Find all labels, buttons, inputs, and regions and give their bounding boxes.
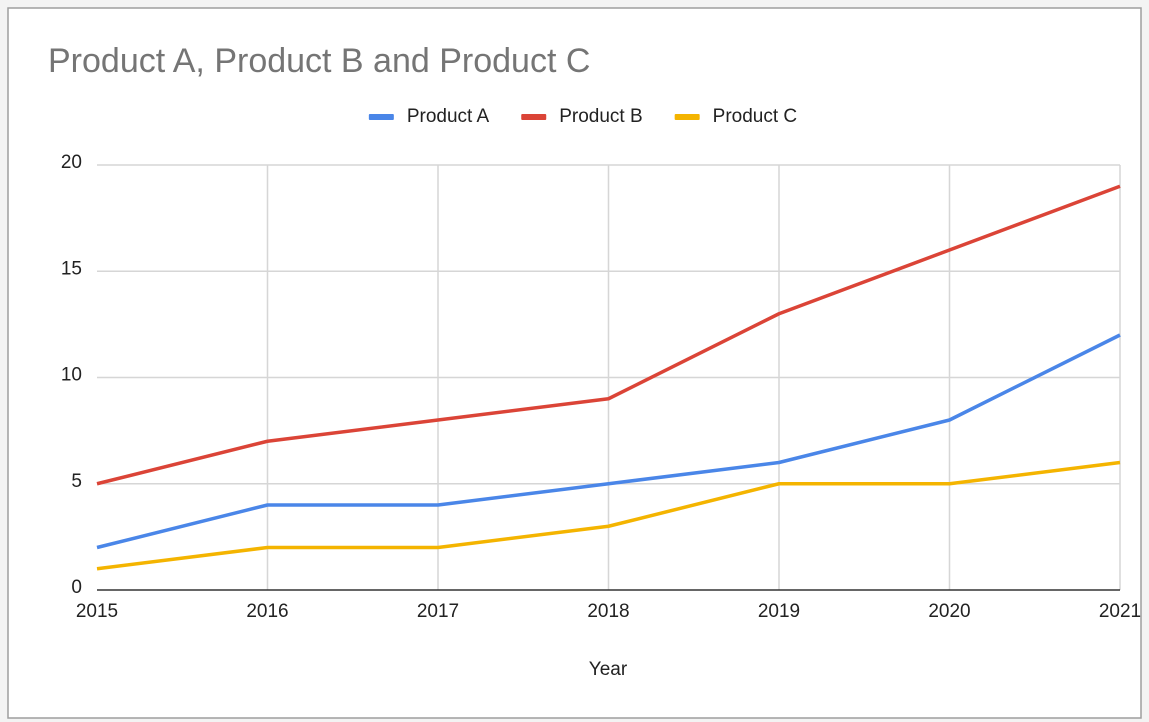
legend-swatch <box>674 114 700 120</box>
x-tick-label: 2017 <box>417 601 459 622</box>
x-axis-label: Year <box>589 659 628 680</box>
x-tick-label: 2019 <box>758 601 800 622</box>
y-tick-label: 20 <box>61 152 82 173</box>
legend-label: Product B <box>559 106 642 127</box>
x-tick-label: 2015 <box>76 601 118 622</box>
series-line <box>96 333 1121 550</box>
chart-title: Product A, Product B and Product C <box>48 42 590 80</box>
y-tick-label: 15 <box>61 258 82 279</box>
series-line <box>96 460 1121 571</box>
y-tick-label: 10 <box>61 365 82 386</box>
x-tick-label: 2018 <box>587 601 629 622</box>
x-tick-label: 2021 <box>1099 601 1141 622</box>
chart-frame <box>7 7 1142 719</box>
x-tick-label: 2016 <box>246 601 288 622</box>
legend-label: Product A <box>407 106 490 127</box>
series-line <box>96 184 1121 486</box>
x-tick-label: 2020 <box>928 601 970 622</box>
legend-swatch <box>521 114 547 120</box>
y-tick-label: 5 <box>71 471 82 492</box>
legend-swatch <box>368 114 394 120</box>
legend-label: Product C <box>713 106 797 127</box>
y-tick-label: 0 <box>71 577 82 598</box>
